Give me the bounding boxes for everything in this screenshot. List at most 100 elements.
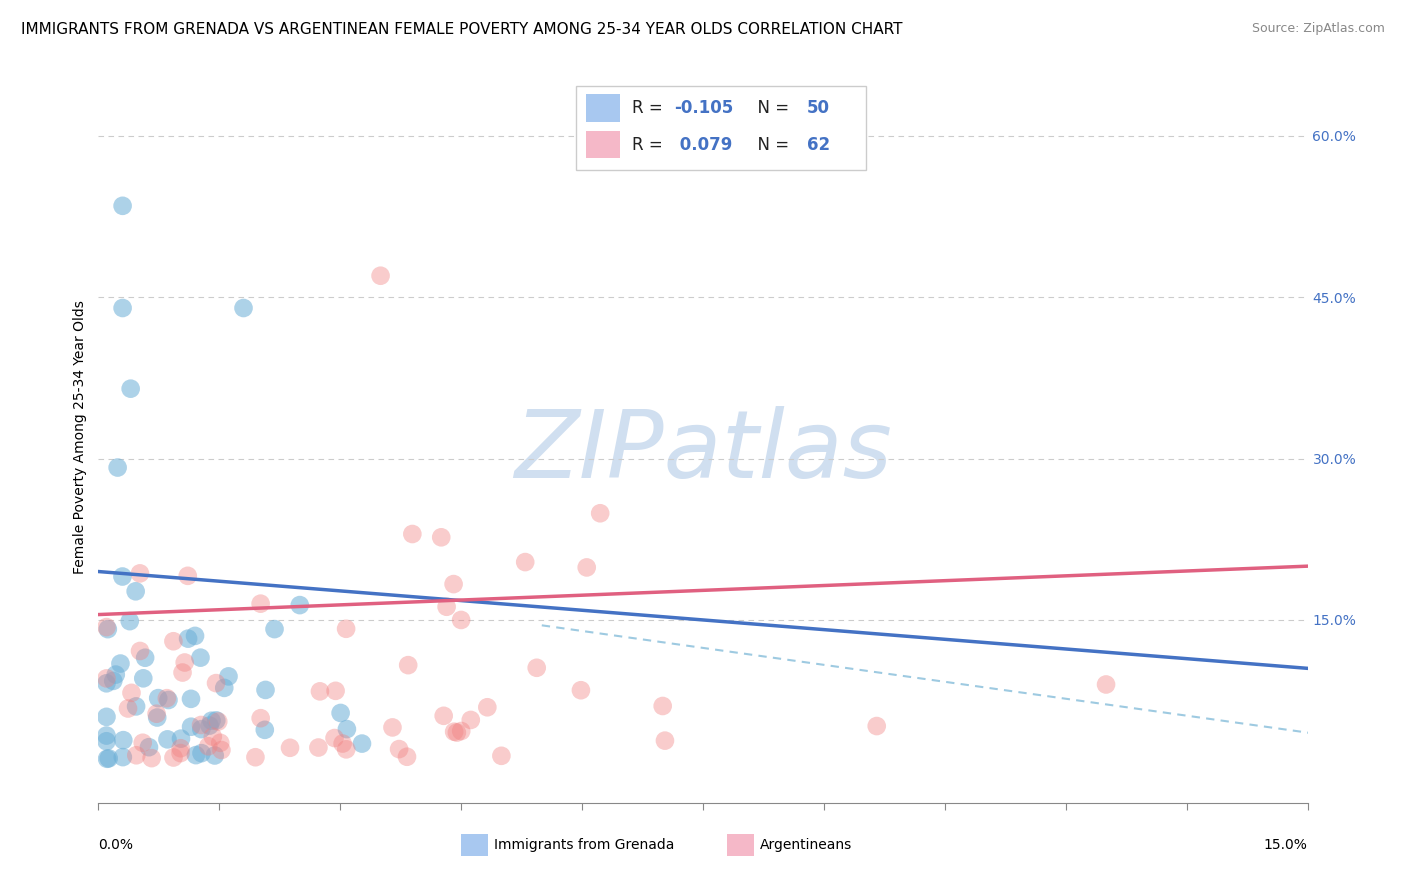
Text: IMMIGRANTS FROM GRENADA VS ARGENTINEAN FEMALE POVERTY AMONG 25-34 YEAR OLDS CORR: IMMIGRANTS FROM GRENADA VS ARGENTINEAN F… (21, 22, 903, 37)
Point (218, 669, 240, 683)
Point (569, 683, 592, 698)
Point (323, 731, 346, 745)
Point (866, 719, 889, 733)
Point (232, 301, 254, 315)
Point (205, 714, 228, 728)
Point (96, 620, 118, 634)
Point (107, 460, 129, 475)
Point (278, 740, 301, 755)
Point (162, 750, 184, 764)
Text: 0.079: 0.079 (673, 136, 733, 153)
Point (138, 740, 160, 755)
Point (249, 597, 271, 611)
Point (209, 736, 232, 750)
Point (249, 711, 271, 725)
Point (184, 629, 207, 643)
Point (96, 672, 118, 686)
Point (433, 708, 456, 723)
Text: 62: 62 (807, 136, 830, 153)
Point (129, 644, 152, 658)
Point (125, 748, 148, 763)
Point (450, 613, 472, 627)
Text: 0.0%: 0.0% (98, 838, 134, 852)
Text: -0.105: -0.105 (673, 99, 734, 117)
Point (198, 718, 221, 732)
Point (190, 718, 212, 732)
Point (325, 683, 347, 698)
Point (450, 724, 472, 739)
Point (97, 622, 120, 636)
Point (145, 706, 167, 721)
Point (491, 748, 513, 763)
Point (103, 673, 125, 688)
Point (205, 676, 228, 690)
Point (96, 734, 118, 748)
Point (96, 676, 118, 690)
Text: Immigrants from Grenada: Immigrants from Grenada (494, 838, 675, 852)
Point (332, 737, 354, 751)
Point (381, 720, 404, 734)
Point (111, 301, 134, 315)
FancyBboxPatch shape (576, 86, 866, 170)
Bar (727, 834, 754, 856)
Point (132, 671, 155, 685)
Point (350, 737, 373, 751)
Point (212, 681, 235, 695)
Point (170, 741, 193, 756)
Text: R =: R = (631, 99, 668, 117)
Point (477, 700, 499, 714)
Bar (461, 834, 488, 856)
Point (129, 566, 152, 581)
Point (388, 742, 411, 756)
Point (335, 622, 357, 636)
Point (436, 599, 458, 614)
Point (177, 632, 200, 646)
Point (146, 710, 169, 724)
Point (162, 634, 184, 648)
Point (443, 577, 465, 591)
Point (515, 555, 537, 569)
Point (575, 560, 598, 574)
Text: ZIPatlas: ZIPatlas (515, 406, 891, 497)
Point (184, 748, 207, 763)
Point (180, 720, 202, 734)
Point (209, 743, 232, 757)
Text: N =: N = (747, 136, 794, 153)
Point (200, 714, 222, 728)
Point (125, 699, 148, 714)
Point (173, 656, 195, 670)
Point (446, 725, 468, 739)
Point (157, 693, 180, 707)
Point (111, 199, 134, 213)
Point (170, 731, 193, 746)
Point (654, 733, 676, 747)
Point (172, 665, 194, 680)
Point (245, 750, 267, 764)
Point (207, 714, 229, 729)
Point (180, 691, 202, 706)
Point (96, 729, 118, 743)
Point (396, 658, 419, 673)
Text: 15.0%: 15.0% (1264, 838, 1308, 852)
Point (288, 598, 311, 612)
Point (148, 691, 170, 706)
Point (120, 382, 142, 396)
Point (110, 657, 132, 671)
Point (169, 746, 191, 760)
Point (134, 650, 156, 665)
Point (96, 752, 118, 766)
Y-axis label: Female Poverty Among 25-34 Year Olds: Female Poverty Among 25-34 Year Olds (73, 300, 87, 574)
Point (177, 569, 200, 583)
Point (1095, 677, 1118, 691)
Point (132, 736, 155, 750)
Point (117, 701, 139, 715)
Point (204, 748, 226, 763)
Point (156, 732, 179, 747)
Point (254, 682, 277, 697)
Point (307, 740, 329, 755)
Point (589, 506, 612, 520)
Point (329, 706, 352, 720)
Point (460, 713, 482, 727)
Point (112, 733, 135, 747)
Text: 50: 50 (807, 99, 830, 117)
